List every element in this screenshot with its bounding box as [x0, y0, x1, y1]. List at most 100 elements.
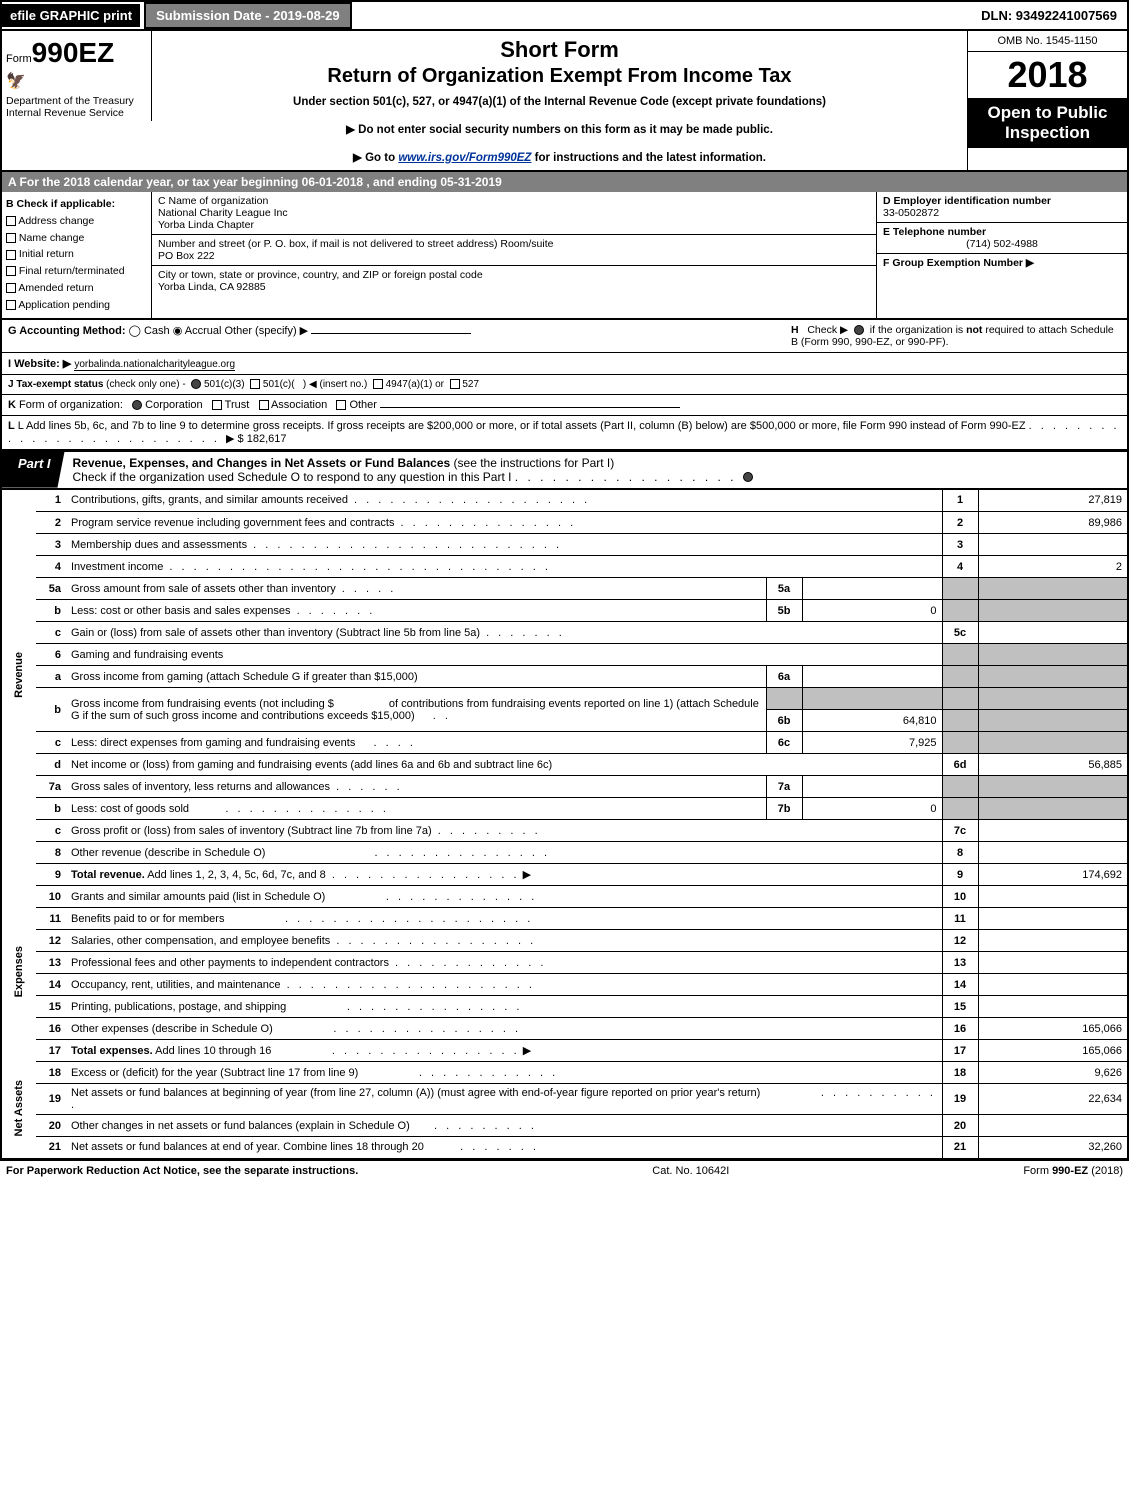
- title-box: Short Form Return of Organization Exempt…: [152, 31, 967, 170]
- g-label: G Accounting Method:: [8, 325, 126, 337]
- form-prefix: Form: [6, 53, 32, 65]
- instruction-2: ▶ Go to www.irs.gov/Form990EZ for instru…: [164, 150, 955, 164]
- line-1-amount: 27,819: [978, 490, 1128, 512]
- line-17-amount: 165,066: [978, 1040, 1128, 1062]
- arrow2-suffix: for instructions and the latest informat…: [531, 152, 766, 164]
- row-a-tax-year: A For the 2018 calendar year, or tax yea…: [0, 172, 1129, 192]
- line-5c-amount: [978, 622, 1128, 644]
- submission-date: Submission Date - 2019-08-29: [144, 2, 352, 29]
- checkbox-amended-return[interactable]: Amended return: [6, 280, 147, 297]
- tel-value: (714) 502-4988: [883, 238, 1121, 250]
- checkbox-initial-return[interactable]: Initial return: [6, 246, 147, 263]
- h-text: H Check ▶ if the organization is not req…: [791, 324, 1121, 348]
- line-6d-amount: 56,885: [978, 754, 1128, 776]
- instruction-1: ▶ Do not enter social security numbers o…: [164, 122, 955, 136]
- col-b-checkboxes: B Check if applicable: Address change Na…: [2, 192, 152, 318]
- subtitle: Under section 501(c), 527, or 4947(a)(1)…: [164, 96, 955, 108]
- side-net-assets: Net Assets: [13, 1080, 25, 1136]
- ein-label: D Employer identification number: [883, 195, 1121, 207]
- line-11-amount: [978, 908, 1128, 930]
- open-inspection: Open to Public Inspection: [968, 99, 1127, 148]
- dept-line-1: Department of the Treasury: [6, 95, 147, 107]
- tel-label: E Telephone number: [883, 226, 1121, 238]
- line-6a-amount: [802, 666, 942, 688]
- col-c-name-address: C Name of organization National Charity …: [152, 192, 877, 318]
- side-expenses: Expenses: [13, 946, 25, 997]
- street-label: Number and street (or P. O. box, if mail…: [158, 238, 870, 250]
- form-number-box: Form990EZ 🦅: [2, 31, 152, 93]
- ein-value: 33-0502872: [883, 207, 1121, 219]
- checkbox-name-change[interactable]: Name change: [6, 230, 147, 247]
- line-5b-amount: 0: [802, 600, 942, 622]
- footer-form-ref: Form 990-EZ (2018): [1023, 1165, 1123, 1177]
- line-19-amount: 22,634: [978, 1084, 1128, 1115]
- dept-line-2: Internal Revenue Service: [6, 107, 147, 119]
- col-d-ein-tel: D Employer identification number 33-0502…: [877, 192, 1127, 318]
- department-label: Department of the Treasury Internal Reve…: [2, 93, 152, 121]
- footer-cat-no: Cat. No. 10642I: [652, 1165, 729, 1177]
- org-name: National Charity League Inc: [158, 207, 870, 219]
- line-21-amount: 32,260: [978, 1137, 1128, 1159]
- part-1-header: Part I Revenue, Expenses, and Changes in…: [0, 451, 1129, 490]
- part-1-checkbox[interactable]: [743, 472, 753, 482]
- line-7b-amount: 0: [802, 798, 942, 820]
- tax-year: 2018: [968, 52, 1127, 99]
- entity-section: B Check if applicable: Address change Na…: [0, 192, 1129, 320]
- line-3-amount: [978, 534, 1128, 556]
- name-label: C Name of organization: [158, 195, 870, 207]
- checkbox-application-pending[interactable]: Application pending: [6, 297, 147, 314]
- col-b-title: B Check if applicable:: [6, 196, 147, 213]
- part-1-table: Revenue 1Contributions, gifts, grants, a…: [0, 490, 1129, 1160]
- line-8-amount: [978, 842, 1128, 864]
- line-14-amount: [978, 974, 1128, 996]
- website-value: yorbalinda.nationalcharityleague.org: [74, 359, 235, 371]
- street: PO Box 222: [158, 250, 870, 262]
- treasury-seal-icon: 🦅: [6, 71, 147, 91]
- checkbox-address-change[interactable]: Address change: [6, 213, 147, 230]
- l-text: L Add lines 5b, 6c, and 7b to line 9 to …: [18, 420, 1026, 432]
- top-bar: efile GRAPHIC print Submission Date - 20…: [0, 0, 1129, 29]
- line-6b-amount: 64,810: [802, 710, 942, 732]
- line-10-amount: [978, 886, 1128, 908]
- line-16-amount: 165,066: [978, 1018, 1128, 1040]
- part-1-title: Revenue, Expenses, and Changes in Net As…: [65, 452, 761, 488]
- line-13-amount: [978, 952, 1128, 974]
- dln-label: DLN: 93492241007569: [971, 4, 1127, 27]
- city-label: City or town, state or province, country…: [158, 269, 870, 281]
- line-6c-amount: 7,925: [802, 732, 942, 754]
- omb-number: OMB No. 1545-1150: [968, 31, 1127, 52]
- line-15-amount: [978, 996, 1128, 1018]
- checkbox-final-return[interactable]: Final return/terminated: [6, 263, 147, 280]
- footer-left: For Paperwork Reduction Act Notice, see …: [6, 1165, 358, 1177]
- g-other-input[interactable]: [311, 333, 471, 334]
- line-9-amount: 174,692: [978, 864, 1128, 886]
- part-1-check-text: Check if the organization used Schedule …: [73, 470, 512, 484]
- org-name-2: Yorba Linda Chapter: [158, 219, 870, 231]
- row-i-website: I Website: ▶ yorbalinda.nationalcharityl…: [0, 353, 1129, 375]
- row-g-h: G Accounting Method: ◯ Cash ◉ Accrual Ot…: [0, 320, 1129, 353]
- l-value: ▶ $ 182,617: [226, 433, 286, 445]
- row-k-form-org: K Form of organization: Corporation Trus…: [0, 395, 1129, 416]
- line-4-amount: 2: [978, 556, 1128, 578]
- line-12-amount: [978, 930, 1128, 952]
- efile-label: efile GRAPHIC print: [2, 4, 140, 27]
- page-footer: For Paperwork Reduction Act Notice, see …: [0, 1160, 1129, 1181]
- line-7c-amount: [978, 820, 1128, 842]
- line-2-amount: 89,986: [978, 512, 1128, 534]
- right-box: OMB No. 1545-1150 2018 Open to Public In…: [967, 31, 1127, 170]
- i-label: I Website: ▶: [8, 358, 71, 370]
- irs-link[interactable]: www.irs.gov/Form990EZ: [398, 152, 531, 164]
- line-5a-amount: [802, 578, 942, 600]
- row-j-tax-status: J Tax-exempt status (check only one) - 5…: [0, 375, 1129, 395]
- arrow2-prefix: ▶ Go to: [353, 152, 398, 164]
- main-title: Return of Organization Exempt From Incom…: [164, 65, 955, 88]
- form-number: 990EZ: [32, 37, 115, 68]
- row-l-gross-receipts: L L Add lines 5b, 6c, and 7b to line 9 t…: [0, 416, 1129, 451]
- line-18-amount: 9,626: [978, 1062, 1128, 1084]
- line-7a-amount: [802, 776, 942, 798]
- short-form-label: Short Form: [164, 37, 955, 63]
- part-1-label: Part I: [0, 452, 65, 488]
- city: Yorba Linda, CA 92885: [158, 281, 870, 293]
- side-revenue: Revenue: [13, 652, 25, 698]
- line-20-amount: [978, 1115, 1128, 1137]
